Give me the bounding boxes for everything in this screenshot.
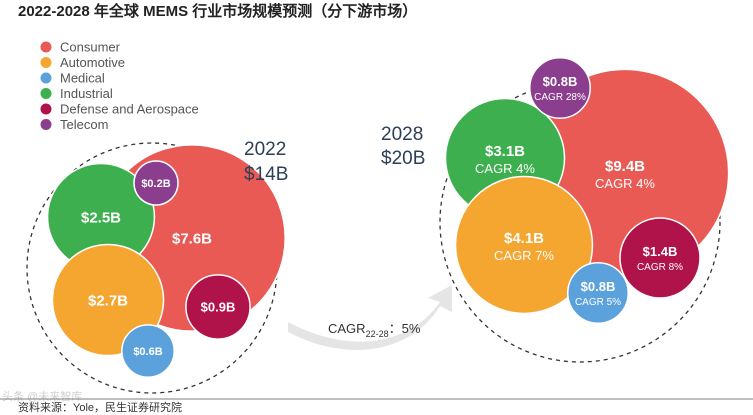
legend-label-telecom: Telecom bbox=[60, 117, 108, 132]
growth-arrow bbox=[288, 285, 452, 350]
bubble-cagr-2028-automotive: CAGR 7% bbox=[494, 248, 554, 263]
watermark: 头条 @未来智库 bbox=[2, 389, 82, 403]
legend-label-defense-and-aerospace: Defense and Aerospace bbox=[60, 102, 199, 117]
legend-label-industrial: Industrial bbox=[60, 86, 113, 101]
bubble-2028-defense-and-aerospace bbox=[619, 217, 701, 299]
total-2022-label: $14B bbox=[244, 164, 288, 185]
bubble-value-2028-defense-and-aerospace: $1.4B bbox=[643, 244, 678, 259]
legend-swatch-automotive bbox=[40, 57, 52, 68]
bubble-2028-telecom bbox=[529, 57, 591, 119]
bubble-cagr-2028-telecom: CAGR 28% bbox=[534, 92, 586, 103]
bubble-value-2028-medical: $0.8B bbox=[581, 279, 616, 294]
bubbles-2022: $7.6B $2.5B $2.7B $0.9B $0.6B $0.2B bbox=[46, 144, 286, 378]
bubble-value-2022-consumer: $7.6B bbox=[172, 230, 212, 247]
bubble-value-2022-defense-and-aerospace: $0.9B bbox=[201, 300, 236, 315]
bubble-value-2022-medical: $0.6B bbox=[133, 346, 162, 358]
chart-title: 2022-2028 年全球 MEMS 行业市场规模预测（分下游市场） bbox=[18, 2, 417, 20]
legend-swatch-consumer bbox=[40, 41, 52, 53]
bubble-cagr-2028-consumer: CAGR 4% bbox=[595, 176, 655, 191]
bubble-value-2028-telecom: $0.8B bbox=[543, 74, 578, 89]
bubble-2022-medical bbox=[121, 324, 175, 378]
overall-cagr-label: CAGR22-28：5% bbox=[328, 321, 421, 339]
total-2028-label: $20B bbox=[381, 148, 425, 169]
legend-swatch-defense-and-aerospace bbox=[40, 103, 52, 115]
legend: ConsumerAutomotiveMedicalIndustrialDefen… bbox=[40, 40, 199, 132]
year-2028-label: 2028 bbox=[381, 124, 423, 145]
legend-swatch-telecom bbox=[40, 119, 52, 130]
bubble-value-2028-consumer: $9.4B bbox=[605, 158, 645, 175]
bubble-2028-medical bbox=[567, 262, 629, 324]
bubble-cagr-2028-medical: CAGR 5% bbox=[575, 297, 621, 308]
bubble-value-2028-automotive: $4.1B bbox=[504, 230, 544, 247]
bubble-2028-automotive bbox=[454, 175, 594, 315]
bubble-2022-telecom bbox=[133, 160, 179, 206]
bubble-2022-defense-and-aerospace bbox=[185, 274, 251, 340]
legend-swatch-medical bbox=[40, 72, 52, 84]
bubble-value-2022-industrial: $2.5B bbox=[81, 209, 121, 226]
legend-swatch-industrial bbox=[40, 88, 52, 99]
source-note: 资料来源：Yole，民生证券研究院 bbox=[18, 400, 182, 414]
bubble-cagr-2028-industrial: CAGR 4% bbox=[475, 161, 535, 176]
legend-label-automotive: Automotive bbox=[60, 55, 125, 70]
bubble-value-2022-automotive: $2.7B bbox=[88, 292, 128, 309]
bubble-cagr-2028-defense-and-aerospace: CAGR 8% bbox=[637, 262, 683, 273]
year-2022-label: 2022 bbox=[244, 139, 286, 160]
bubble-value-2022-telecom: $0.2B bbox=[141, 178, 170, 190]
legend-label-medical: Medical bbox=[60, 71, 105, 86]
legend-label-consumer: Consumer bbox=[60, 40, 121, 55]
bubble-value-2028-industrial: $3.1B bbox=[485, 143, 525, 160]
